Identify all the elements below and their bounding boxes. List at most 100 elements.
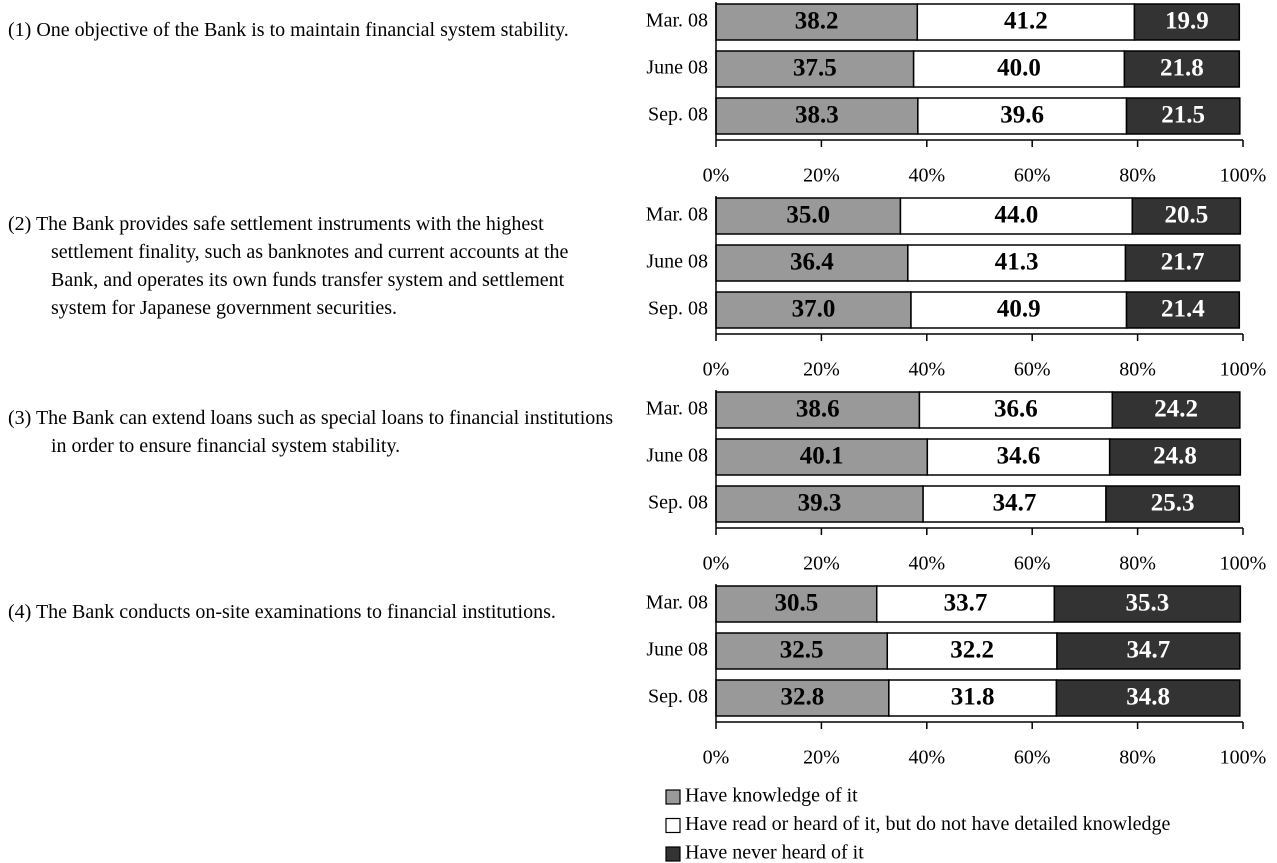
value-label: 19.9: [1165, 8, 1209, 35]
value-label: 31.8: [951, 684, 995, 711]
x-tick-label: 100%: [1220, 553, 1267, 575]
x-tick-label: 20%: [803, 747, 840, 769]
value-label: 24.2: [1154, 396, 1198, 423]
x-tick-label: 40%: [908, 553, 945, 575]
y-tick-label: Mar. 08: [646, 10, 708, 32]
value-label: 34.8: [1126, 684, 1170, 711]
x-tick-label: 60%: [1014, 359, 1051, 381]
bar-segment: [1108, 438, 1242, 476]
value-label: 38.3: [795, 102, 839, 129]
value-label: 34.6: [997, 443, 1041, 470]
x-tick-label: 60%: [1014, 747, 1051, 769]
x-tick-label: 60%: [1014, 553, 1051, 575]
bar-segment: [1124, 244, 1241, 282]
legend-label: Have never heard of it: [685, 842, 864, 863]
bar-segment: [922, 485, 1107, 523]
legend-swatch: [665, 817, 681, 834]
y-tick-label: Mar. 08: [646, 398, 708, 420]
x-tick-label: 40%: [908, 165, 945, 187]
value-label: 40.1: [800, 443, 844, 470]
value-label: 21.7: [1161, 249, 1205, 276]
value-label: 41.3: [995, 249, 1039, 276]
x-tick-label: 20%: [803, 359, 840, 381]
value-label: 24.8: [1153, 443, 1197, 470]
bar-segment: [1125, 97, 1241, 135]
value-label: 36.4: [790, 249, 834, 276]
legend-swatch: [665, 789, 681, 805]
value-label: 32.2: [950, 637, 994, 664]
bar-segment: [1055, 679, 1241, 717]
value-label: 37.5: [793, 55, 837, 82]
x-tick-label: 60%: [1014, 165, 1051, 187]
bar-segment: [1056, 632, 1241, 670]
bar-segment: [1123, 50, 1241, 88]
value-label: 39.3: [798, 490, 842, 517]
bar-segment: [715, 291, 912, 329]
value-label: 35.0: [786, 202, 830, 229]
question: (3) The Bank can extend loans such as sp…: [8, 407, 614, 457]
value-label: 32.5: [780, 637, 824, 664]
y-tick-label: June 08: [646, 445, 708, 467]
bar-segment: [918, 391, 1114, 429]
bar-segment: [888, 679, 1058, 717]
y-tick-label: Mar. 08: [646, 204, 708, 226]
value-label: 40.9: [997, 296, 1041, 323]
bar-segment: [917, 97, 1128, 135]
x-tick-label: 100%: [1220, 359, 1267, 381]
bar-segment: [912, 50, 1126, 88]
x-tick-label: 0%: [703, 165, 730, 187]
x-tick-label: 20%: [803, 553, 840, 575]
legend-swatch: [665, 846, 681, 862]
bar-segment: [1125, 291, 1241, 329]
bar-segment: [715, 485, 924, 523]
value-label: 38.6: [796, 396, 840, 423]
value-label: 38.2: [795, 8, 839, 35]
value-label: 30.5: [774, 590, 818, 617]
question: (2) The Bank provides safe settlement in…: [8, 213, 569, 319]
value-label: 41.2: [1004, 8, 1048, 35]
y-tick-label: June 08: [646, 639, 708, 661]
x-tick-label: 100%: [1220, 747, 1267, 769]
bar-segment: [910, 291, 1128, 329]
x-tick-label: 100%: [1220, 165, 1267, 187]
legend-label: Have knowledge of it: [685, 785, 858, 807]
value-label: 39.6: [1000, 102, 1044, 129]
x-tick-label: 40%: [908, 359, 945, 381]
bar-segment: [1133, 3, 1241, 41]
bar-segment: [1053, 585, 1242, 623]
x-tick-label: 80%: [1119, 747, 1156, 769]
value-label: 20.5: [1164, 202, 1208, 229]
value-label: 36.6: [994, 396, 1038, 423]
x-tick-label: 20%: [803, 165, 840, 187]
y-tick-label: June 08: [646, 57, 708, 79]
bar-segment: [1105, 485, 1241, 523]
bar-segment: [875, 585, 1056, 623]
y-tick-label: Sep. 08: [648, 492, 708, 514]
bar-segment: [715, 197, 902, 235]
x-tick-label: 80%: [1119, 165, 1156, 187]
y-tick-label: Sep. 08: [648, 298, 708, 320]
bar-segment: [886, 632, 1058, 670]
value-label: 37.0: [792, 296, 836, 323]
bar-segment: [1111, 391, 1241, 429]
bar-segment: [907, 244, 1127, 282]
value-label: 21.8: [1160, 55, 1204, 82]
value-label: 33.7: [944, 590, 988, 617]
x-tick-label: 40%: [908, 747, 945, 769]
y-tick-label: Sep. 08: [648, 686, 708, 708]
value-label: 21.4: [1161, 296, 1205, 323]
y-tick-label: Mar. 08: [646, 592, 708, 614]
legend-label: Have read or heard of it, but do not hav…: [685, 813, 1171, 835]
question: (1) One objective of the Bank is to main…: [8, 19, 569, 41]
value-label: 34.7: [1127, 637, 1171, 664]
y-tick-label: Sep. 08: [648, 104, 708, 126]
bar-segment: [899, 197, 1134, 235]
value-label: 21.5: [1161, 102, 1205, 129]
value-label: 32.8: [781, 684, 825, 711]
y-tick-label: June 08: [646, 251, 708, 273]
value-label: 34.7: [993, 490, 1037, 517]
value-label: 25.3: [1151, 490, 1195, 517]
value-label: 40.0: [997, 55, 1041, 82]
bar-segment: [1131, 197, 1242, 235]
